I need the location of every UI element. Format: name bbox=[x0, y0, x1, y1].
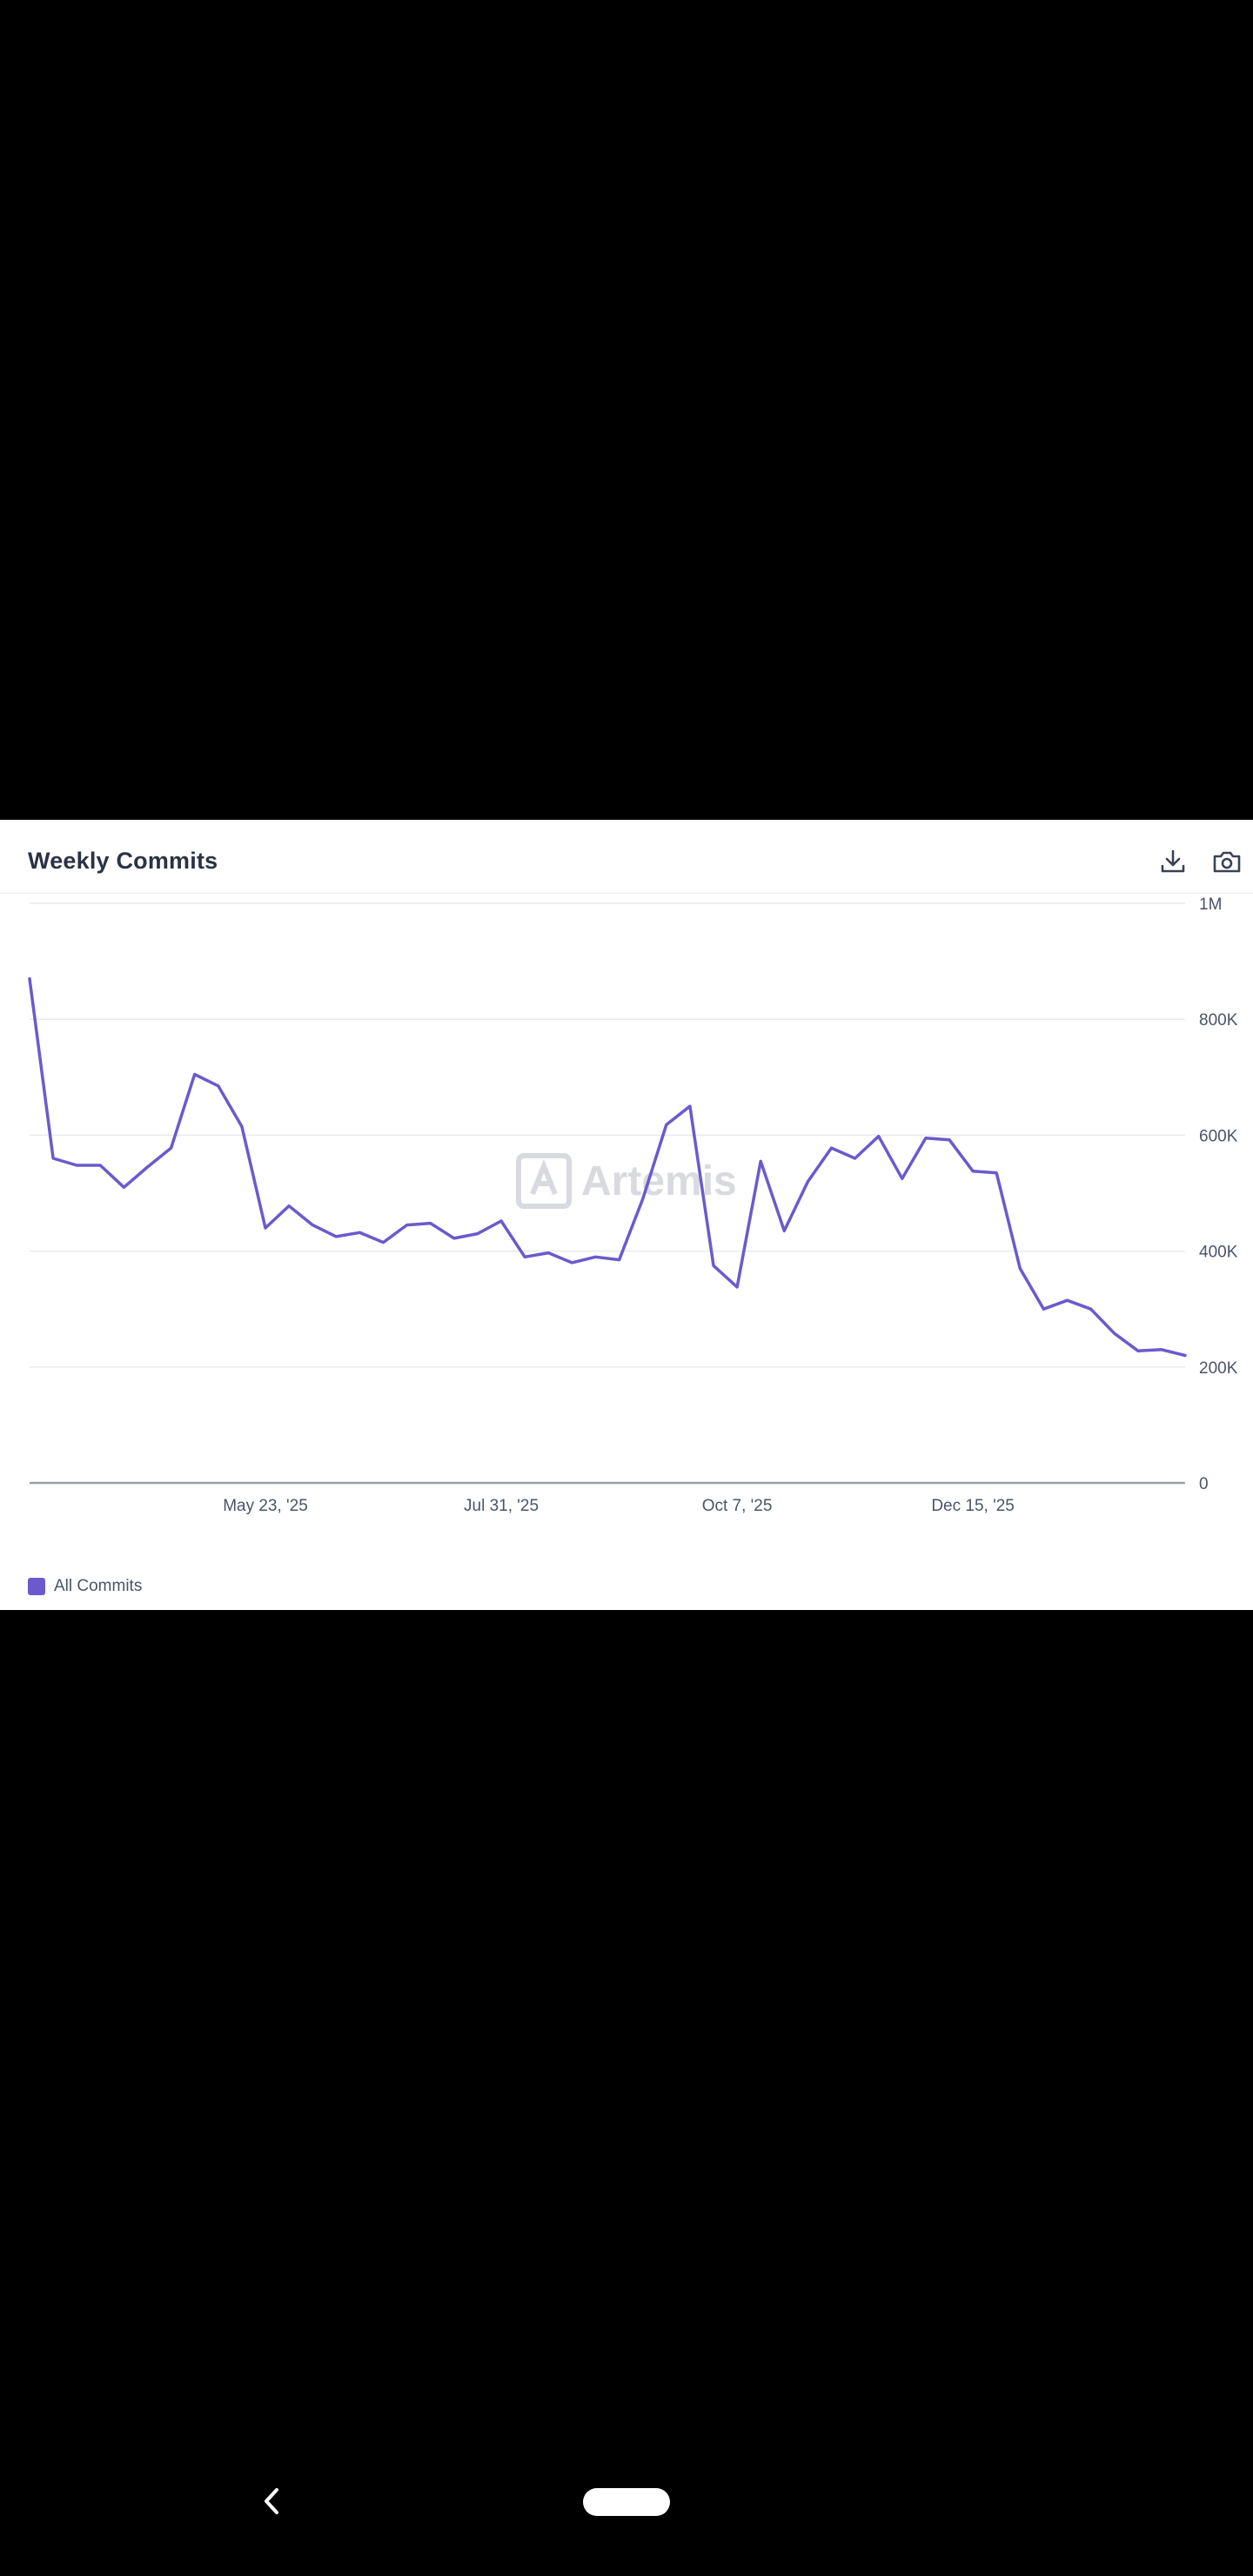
card-header: Weekly Commits bbox=[0, 832, 1253, 894]
data-point[interactable] bbox=[97, 1162, 104, 1169]
data-point[interactable] bbox=[144, 1164, 151, 1171]
data-point[interactable] bbox=[451, 1235, 458, 1242]
chart-title: Weekly Commits bbox=[28, 848, 218, 874]
legend-label-all-commits: All Commits bbox=[54, 1577, 143, 1595]
data-point[interactable] bbox=[498, 1218, 505, 1224]
x-tick-label: Jul 31, '25 bbox=[464, 1497, 539, 1515]
data-point[interactable] bbox=[1063, 1297, 1070, 1304]
watermark-logo-glyph bbox=[530, 1159, 558, 1196]
data-point[interactable] bbox=[26, 976, 33, 983]
data-point[interactable] bbox=[687, 1103, 694, 1110]
data-point[interactable] bbox=[215, 1083, 222, 1090]
data-point[interactable] bbox=[1135, 1347, 1142, 1354]
data-point[interactable] bbox=[168, 1144, 175, 1151]
y-tick-label: 400K bbox=[1199, 1244, 1238, 1262]
data-point[interactable] bbox=[285, 1203, 292, 1210]
y-tick-label: 0 bbox=[1199, 1475, 1209, 1493]
back-chevron-icon[interactable] bbox=[252, 2482, 291, 2520]
x-tick-label: May 23, '25 bbox=[223, 1497, 308, 1515]
data-point[interactable] bbox=[120, 1184, 127, 1191]
data-point[interactable] bbox=[356, 1229, 363, 1236]
chart-plot: Artemis 0 200K 400K 600K 800K 1M May 23, '25 J… bbox=[26, 896, 1238, 1515]
legend-swatch-all-commits bbox=[28, 1578, 45, 1595]
data-point[interactable] bbox=[899, 1175, 906, 1182]
data-point[interactable] bbox=[969, 1168, 976, 1175]
data-point[interactable] bbox=[852, 1155, 859, 1162]
data-point[interactable] bbox=[734, 1284, 740, 1291]
data-point[interactable] bbox=[592, 1253, 599, 1260]
y-tick-label: 600K bbox=[1199, 1127, 1238, 1145]
chart-card: Weekly Commits Artemis bbox=[0, 820, 1253, 1610]
data-point[interactable] bbox=[191, 1070, 198, 1077]
data-point[interactable] bbox=[757, 1157, 764, 1164]
watermark-text: Artemis bbox=[581, 1158, 737, 1204]
data-point[interactable] bbox=[73, 1162, 80, 1169]
data-point[interactable] bbox=[922, 1135, 929, 1142]
data-point[interactable] bbox=[993, 1170, 1000, 1177]
data-point[interactable] bbox=[474, 1231, 481, 1238]
data-point[interactable] bbox=[309, 1222, 316, 1229]
data-point[interactable] bbox=[663, 1121, 670, 1128]
data-point[interactable] bbox=[616, 1257, 623, 1264]
data-point[interactable] bbox=[946, 1137, 953, 1144]
data-point[interactable] bbox=[545, 1250, 552, 1257]
y-tick-label: 200K bbox=[1199, 1359, 1238, 1378]
series-line-all-commits[interactable] bbox=[28, 976, 1187, 1358]
watermark-logo-icon bbox=[516, 1153, 572, 1209]
download-icon[interactable] bbox=[1154, 842, 1192, 881]
home-pill-icon[interactable] bbox=[583, 2488, 670, 2516]
data-point[interactable] bbox=[1088, 1305, 1095, 1312]
x-tick-label: Oct 7, '25 bbox=[702, 1497, 773, 1515]
camera-icon[interactable] bbox=[1208, 842, 1246, 881]
y-tick-label: 800K bbox=[1199, 1011, 1238, 1030]
data-point[interactable] bbox=[710, 1262, 717, 1269]
data-point[interactable] bbox=[828, 1144, 834, 1151]
data-point[interactable] bbox=[1182, 1352, 1189, 1358]
watermark: Artemis bbox=[516, 1153, 737, 1209]
data-point[interactable] bbox=[640, 1196, 647, 1203]
data-point[interactable] bbox=[875, 1133, 882, 1140]
x-tick-label: Dec 15, '25 bbox=[931, 1497, 1015, 1515]
data-point[interactable] bbox=[262, 1224, 269, 1231]
data-point[interactable] bbox=[521, 1253, 528, 1260]
data-point[interactable] bbox=[404, 1222, 411, 1229]
data-point[interactable] bbox=[781, 1227, 787, 1234]
data-point[interactable] bbox=[1158, 1346, 1165, 1353]
data-point[interactable] bbox=[1016, 1265, 1023, 1272]
data-point[interactable] bbox=[427, 1220, 434, 1227]
data-point[interactable] bbox=[380, 1239, 387, 1246]
data-point[interactable] bbox=[804, 1178, 811, 1185]
y-tick-label: 1M bbox=[1199, 896, 1222, 914]
data-point[interactable] bbox=[50, 1155, 57, 1162]
data-point[interactable] bbox=[332, 1233, 339, 1240]
data-point[interactable] bbox=[1040, 1305, 1047, 1312]
data-point[interactable] bbox=[1111, 1330, 1118, 1337]
data-point[interactable] bbox=[238, 1123, 245, 1130]
data-point[interactable] bbox=[568, 1259, 575, 1266]
legend[interactable]: All Commits bbox=[28, 1577, 142, 1596]
